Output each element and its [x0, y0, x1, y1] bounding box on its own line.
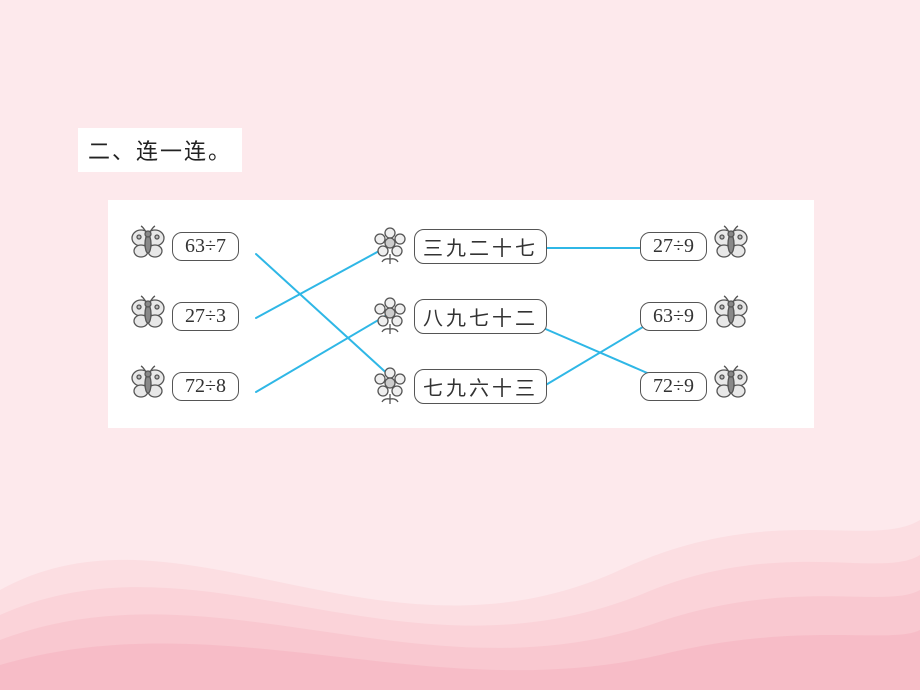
node-label: 八九七十二: [414, 299, 547, 334]
match-node: 27÷3: [128, 294, 239, 339]
match-node: 63÷9: [640, 294, 751, 339]
match-node: 72÷8: [128, 364, 239, 409]
flower-icon: [370, 224, 410, 269]
node-label: 72÷8: [172, 372, 239, 401]
node-label: 63÷7: [172, 232, 239, 261]
match-node: 72÷9: [640, 364, 751, 409]
butterfly-icon: [711, 224, 751, 269]
butterfly-icon: [128, 364, 168, 409]
flower-icon: [370, 364, 410, 409]
match-node: 63÷7: [128, 224, 239, 269]
match-node: 八九七十二: [370, 294, 547, 339]
node-label: 三九二十七: [414, 229, 547, 264]
match-node: 三九二十七: [370, 224, 547, 269]
node-label: 27÷3: [172, 302, 239, 331]
match-node: 27÷9: [640, 224, 751, 269]
butterfly-icon: [128, 294, 168, 339]
node-label: 72÷9: [640, 372, 707, 401]
butterfly-icon: [128, 224, 168, 269]
flower-icon: [370, 294, 410, 339]
butterfly-icon: [711, 364, 751, 409]
butterfly-icon: [711, 294, 751, 339]
match-node: 七九六十三: [370, 364, 547, 409]
node-label: 27÷9: [640, 232, 707, 261]
node-label: 七九六十三: [414, 369, 547, 404]
node-label: 63÷9: [640, 302, 707, 331]
nodes-layer: 63÷7 27÷3 72÷8: [0, 0, 920, 690]
